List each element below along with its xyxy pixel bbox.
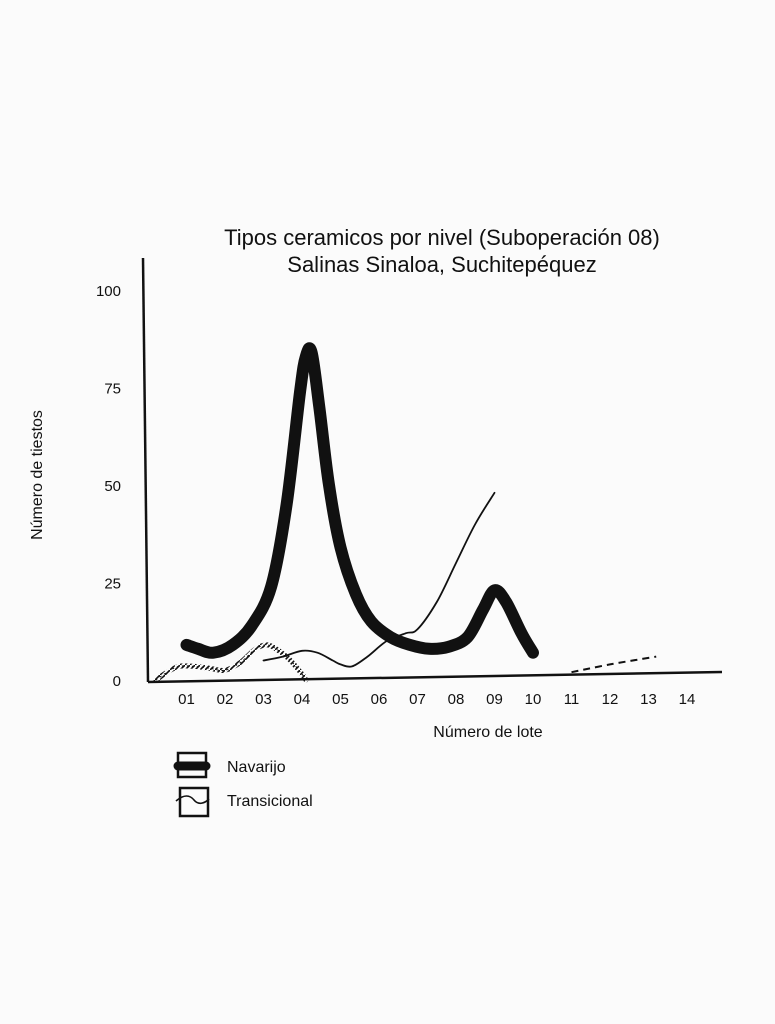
x-tick-label: 09 xyxy=(486,691,503,708)
x-tick-label: 12 xyxy=(602,691,619,708)
x-tick-label: 14 xyxy=(679,691,696,708)
y-tick-label: 75 xyxy=(104,381,121,398)
y-axis xyxy=(141,257,150,683)
x-axis xyxy=(147,670,723,684)
series-line-dashed xyxy=(571,655,657,674)
x-tick-label: 10 xyxy=(525,691,542,708)
x-tick-label: 13 xyxy=(640,691,657,708)
x-tick-label: 05 xyxy=(332,691,349,708)
legend-swatch-transicional xyxy=(178,786,210,818)
x-tick-label: 01 xyxy=(178,691,195,708)
legend-label-transicional: Transicional xyxy=(227,793,313,810)
legend-swatch-transicional-line xyxy=(175,795,210,805)
x-tick-label: 07 xyxy=(409,691,426,708)
y-tick-label: 50 xyxy=(104,478,121,495)
y-tick-label: 0 xyxy=(113,673,121,690)
x-axis-title: Número de lote xyxy=(433,724,542,741)
legend-label-navarijo: Navarijo xyxy=(227,759,286,776)
legend-item-transicional: Transicional xyxy=(175,786,313,818)
chart-title: Tipos ceramicos por nivel (Suboperación … xyxy=(224,225,660,277)
x-ticks: 01 02 03 04 05 06 07 08 09 10 11 12 13 14 xyxy=(178,691,695,708)
x-tick-label: 08 xyxy=(448,691,465,708)
series-line-navarijo xyxy=(180,342,539,659)
y-tick-label: 100 xyxy=(96,283,121,300)
x-tick-label: 04 xyxy=(294,691,311,708)
x-tick-label: 02 xyxy=(217,691,234,708)
x-tick-label: 11 xyxy=(564,691,580,708)
series-hatched-center xyxy=(155,644,307,681)
y-ticks: 0 25 50 75 100 xyxy=(96,283,121,690)
series-hatched-group xyxy=(153,642,309,683)
y-tick-label: 25 xyxy=(104,576,121,593)
legend-item-navarijo: Navarijo xyxy=(173,751,286,779)
y-axis-title: Número de tiestos xyxy=(29,410,46,540)
chart-title-line-2: Salinas Sinaloa, Suchitepéquez xyxy=(287,252,596,277)
legend: Navarijo Transicional xyxy=(173,751,313,818)
x-tick-label: 06 xyxy=(371,691,388,708)
x-tick-label: 03 xyxy=(255,691,272,708)
series-layer xyxy=(153,342,657,683)
chart-title-line-1: Tipos ceramicos por nivel (Suboperación … xyxy=(224,225,660,250)
series-line-transicional xyxy=(262,491,496,668)
